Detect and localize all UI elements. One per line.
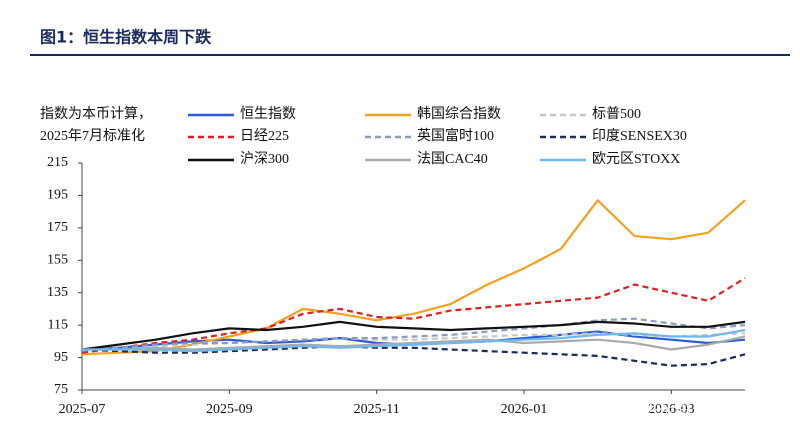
series-line [82,335,746,351]
legend-label: 标普500 [592,106,641,122]
y-tick-label: 75 [54,382,68,397]
y-tick-label: 155 [47,253,68,268]
y-tick-label: 215 [47,155,68,170]
x-tick-label: 2026-01 [501,402,548,417]
y-tick-label: 175 [47,220,68,235]
legend-label: 法国CAC40 [417,151,488,167]
series-line [81,332,746,351]
legend-label: 日经225 [240,128,289,144]
y-tick-label: 135 [47,285,68,300]
legend-label: 印度SENSEX30 [592,128,687,144]
y-tick-label: 195 [47,188,68,203]
x-tick-label: 2025-09 [206,402,253,417]
series-line [81,320,746,351]
chart-title: 图1：恒生指数本周下跌 [40,28,212,47]
x-tick-label: 2025-11 [354,402,400,417]
note: 2025年7月标准化 [40,128,145,144]
series-line [81,345,746,367]
series-line [81,317,746,351]
y-tick-label: 115 [48,317,68,332]
y-tick-label: 95 [54,350,68,365]
legend-label: 恒生指数 [240,106,296,122]
series-line [81,277,746,354]
note: 指数为本币计算， [40,106,152,122]
series-line [82,328,746,353]
watermark: 雪球：华尔街见闻 [590,403,726,423]
legend-label: 韩国综合指数 [417,106,501,122]
legend-label: 沪深300 [240,151,289,167]
x-tick-label: 2026-03 [648,402,695,417]
legend-label: 欧元区STOXX [592,151,680,167]
series-line [81,199,746,356]
x-tick-label: 2025-07 [59,402,106,417]
legend-label: 英国富时100 [417,127,494,144]
